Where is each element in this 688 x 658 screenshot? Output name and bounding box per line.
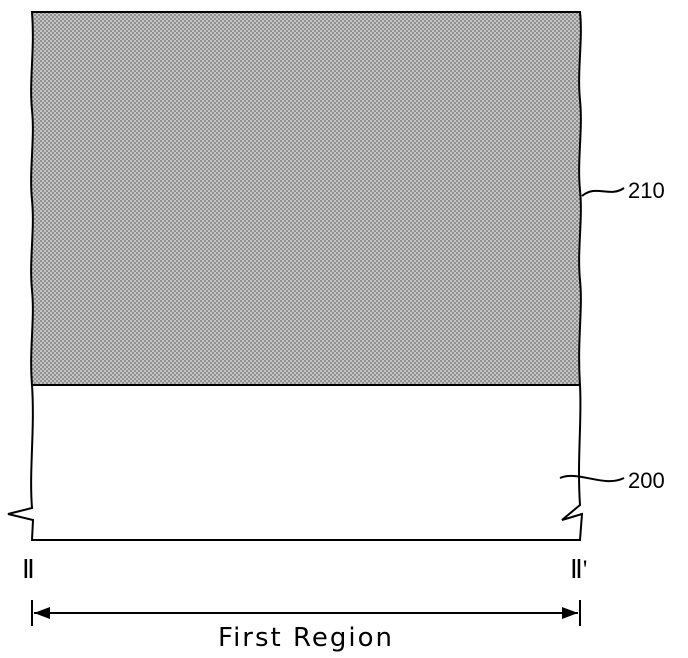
layer-200 xyxy=(8,385,582,540)
section-end-label: Ⅱ' xyxy=(570,555,587,584)
arrowhead-right-icon xyxy=(562,607,578,619)
ref-label-210: 210 xyxy=(628,178,665,203)
layer-210 xyxy=(31,12,581,385)
ref-label-200: 200 xyxy=(628,468,665,493)
leader-line-210 xyxy=(582,188,624,196)
arrowhead-left-icon xyxy=(34,607,50,619)
region-label: First Region xyxy=(218,623,394,653)
section-start-label: Ⅱ xyxy=(22,555,35,584)
